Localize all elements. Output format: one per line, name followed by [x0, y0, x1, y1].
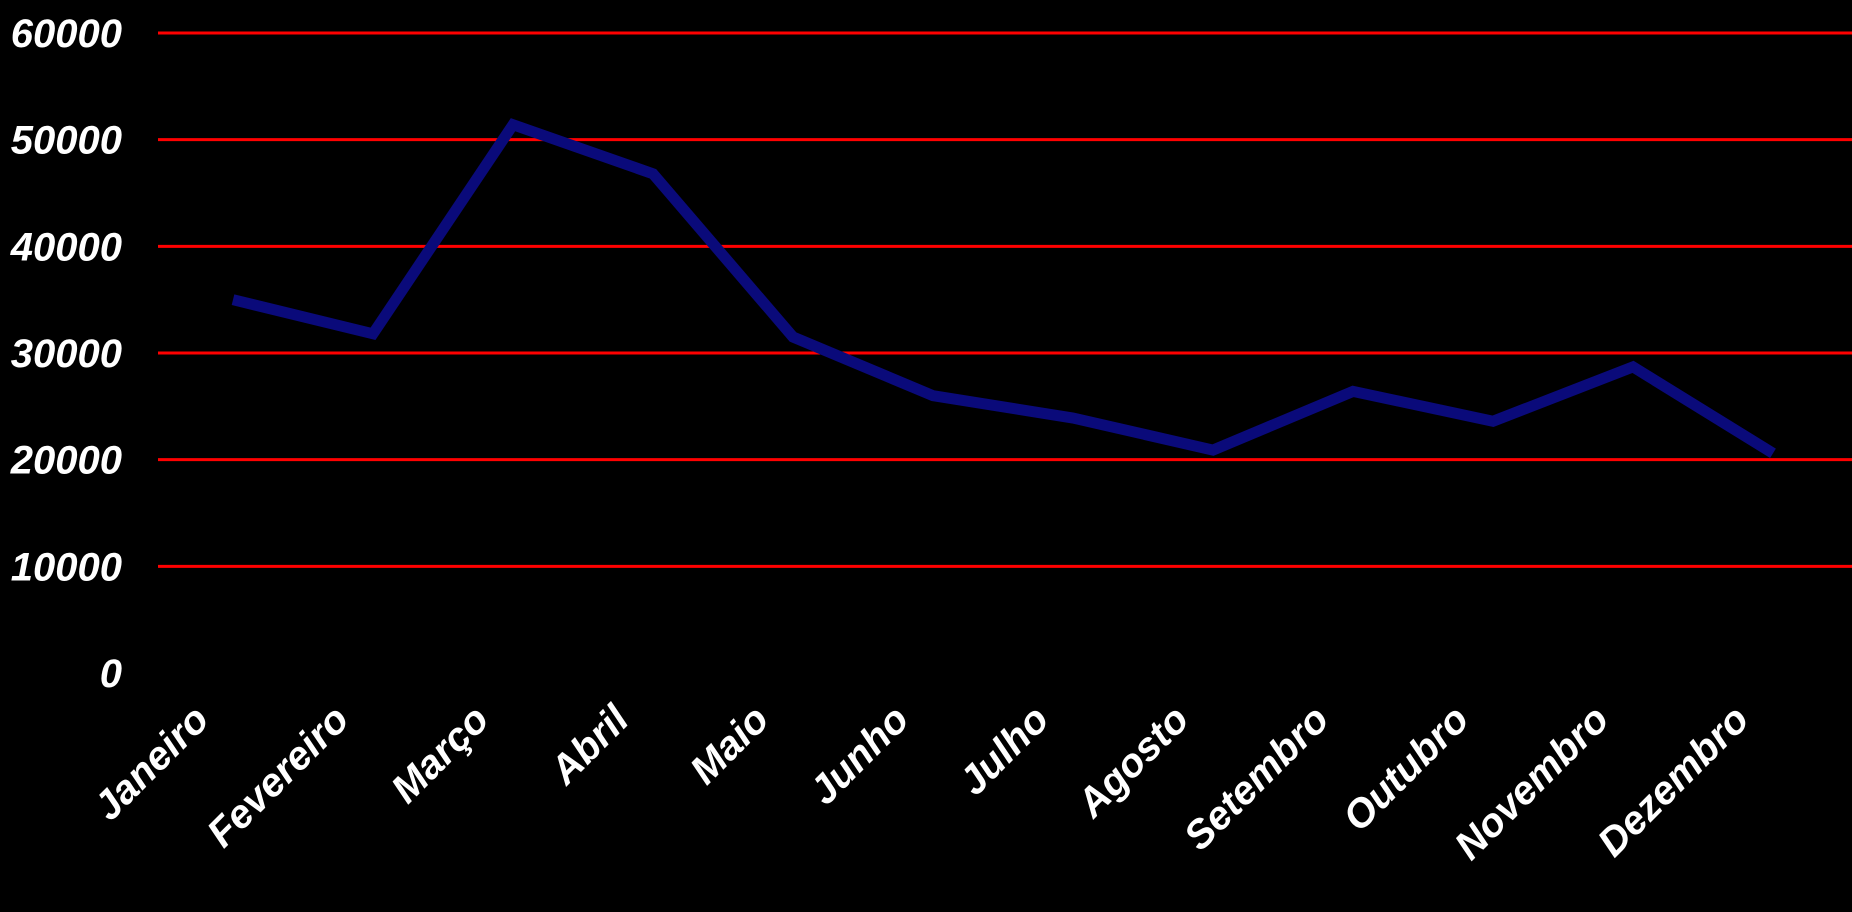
x-category-label: Junho [801, 697, 917, 813]
y-tick-label: 30000 [11, 332, 122, 376]
x-category-label: Outubro [1335, 697, 1478, 840]
x-category-label: Dezembro [1590, 697, 1758, 865]
x-category-label: Novembro [1446, 697, 1617, 868]
y-axis-tick-labels: 0 10000 20000 30000 40000 50000 60000 [10, 12, 122, 696]
x-category-label: Maio [682, 697, 778, 793]
y-tick-label: 0 [100, 652, 122, 696]
y-tick-label: 40000 [10, 225, 122, 269]
series-layer [231, 118, 1776, 458]
x-category-label: Janeiro [86, 697, 218, 829]
x-category-label: Setembro [1176, 697, 1338, 859]
x-category-label: Abril [541, 697, 638, 794]
y-tick-label: 50000 [11, 119, 122, 163]
series-line [231, 118, 1776, 458]
x-category-label: Fevereiro [199, 697, 357, 855]
x-category-label: Agosto [1068, 697, 1197, 826]
x-category-label: Março [383, 697, 497, 811]
x-category-label: Julho [951, 697, 1058, 804]
y-tick-label: 60000 [11, 12, 122, 56]
gridlines [158, 31, 1852, 568]
y-tick-label: 10000 [11, 545, 122, 589]
y-tick-label: 20000 [10, 439, 122, 483]
